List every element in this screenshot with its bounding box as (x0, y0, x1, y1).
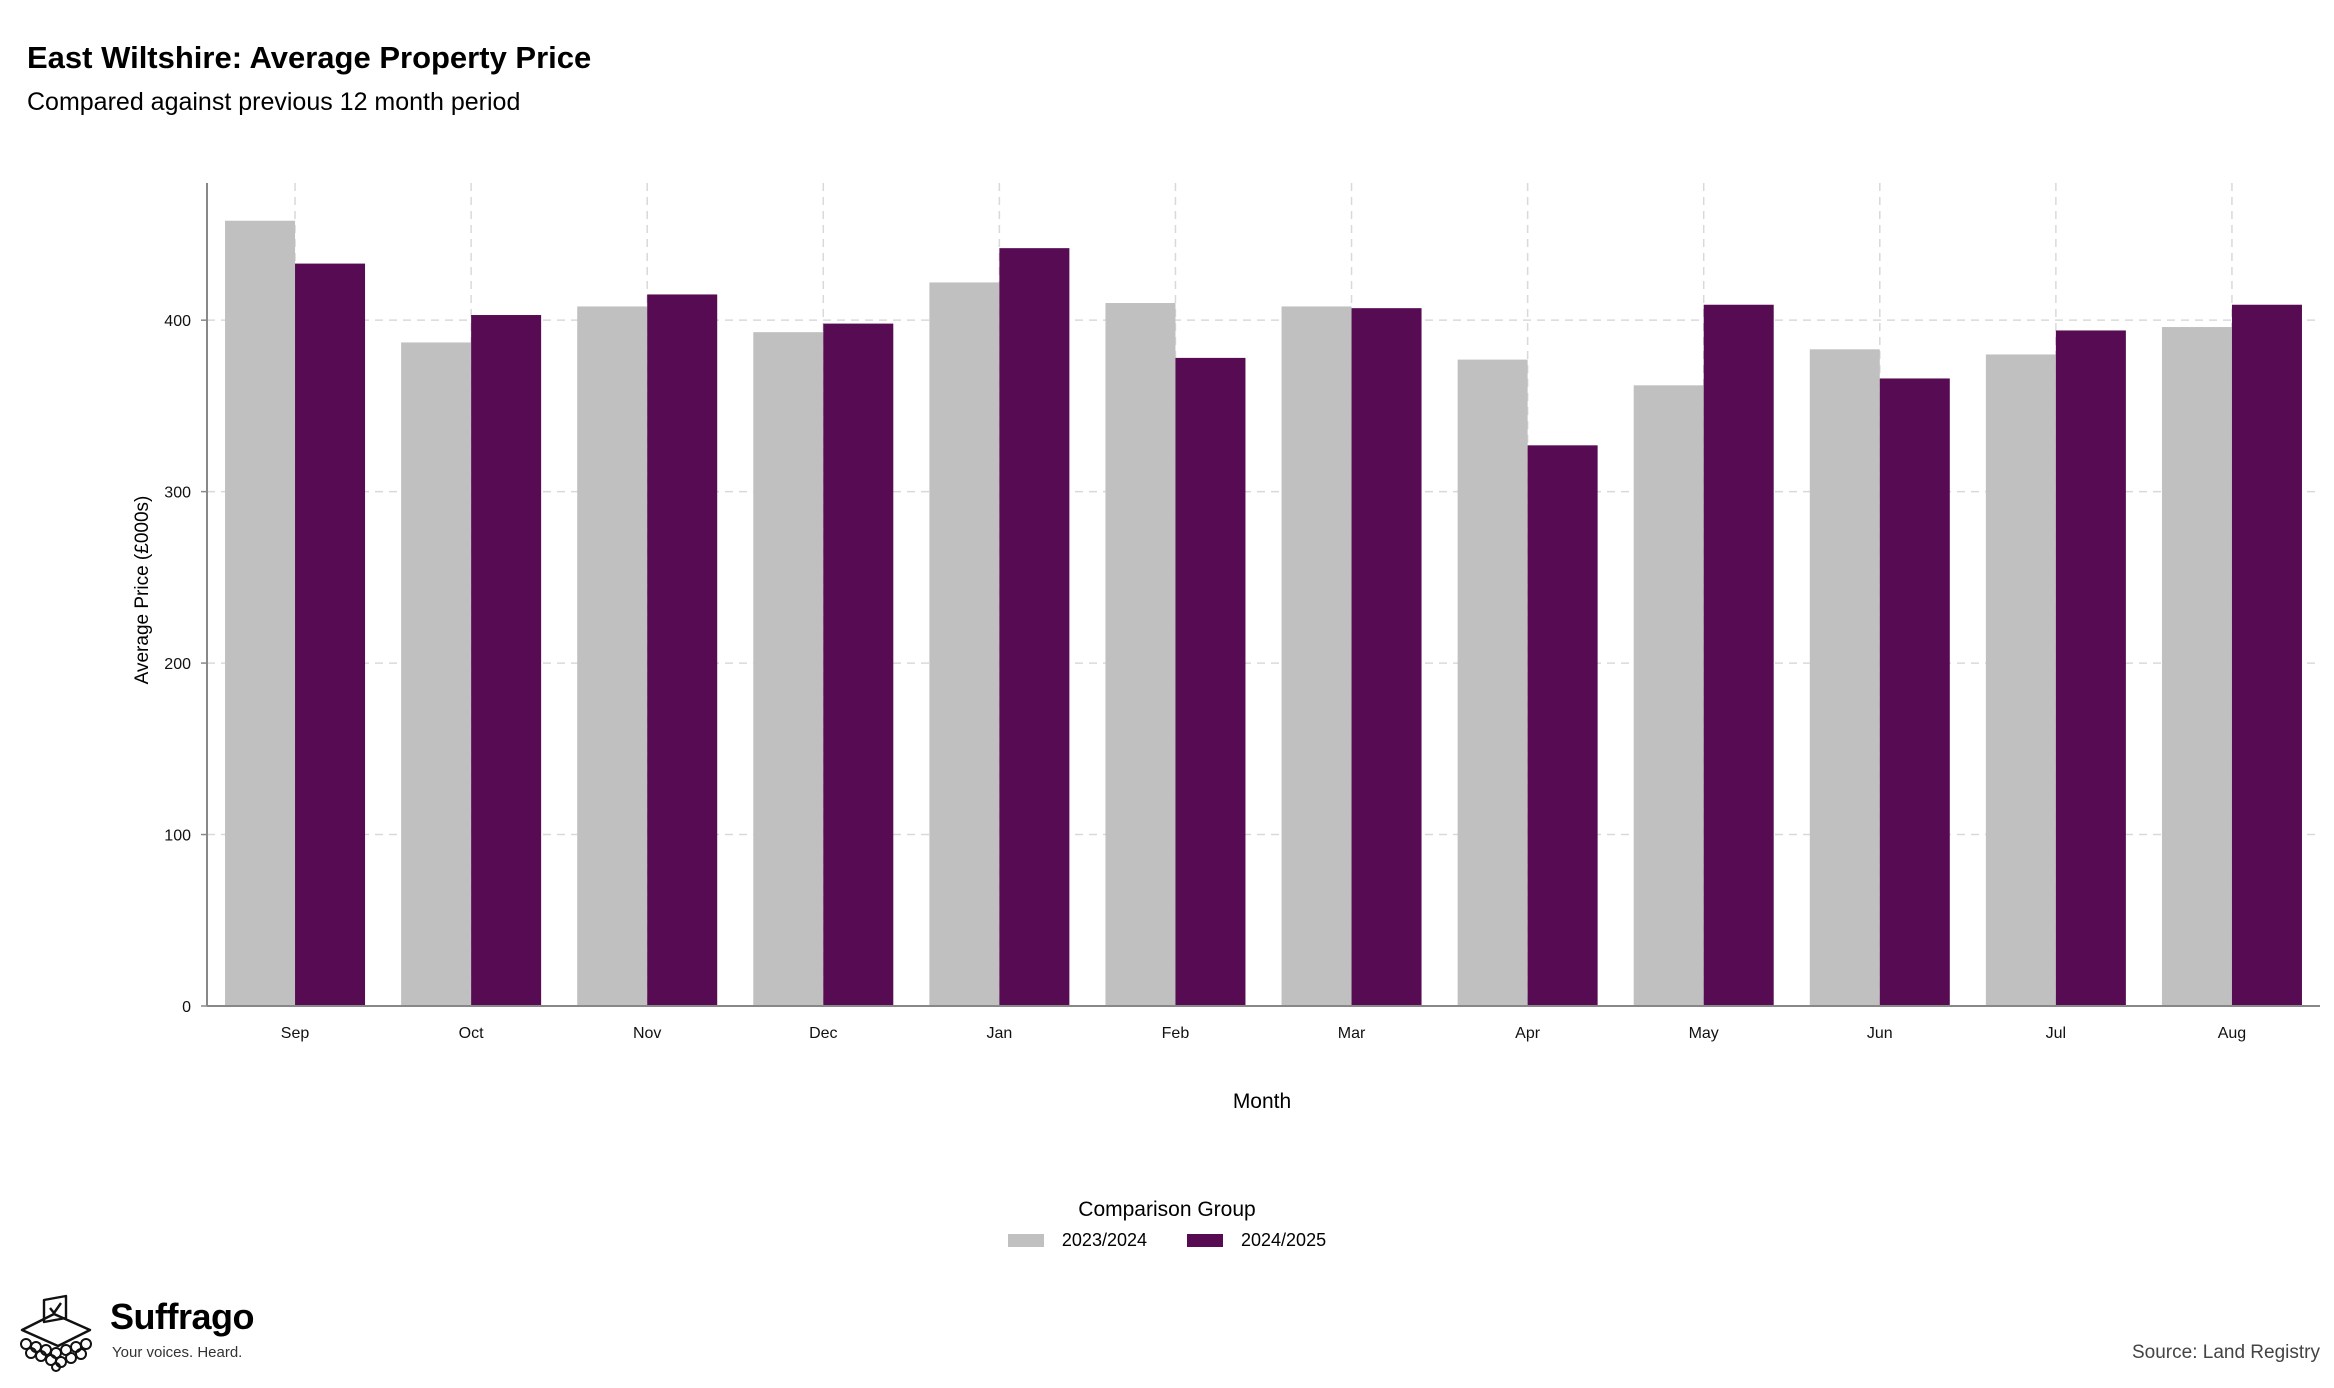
brand-tagline: Your voices. Heard. (112, 1344, 243, 1361)
axes: Sep Oct Nov Dec Jan Feb Mar Apr May Jun Jul Aug 0 100… (164, 183, 2320, 1042)
legend-item-2023-2024: 2023/2024 (1007, 1230, 1147, 1251)
bar-2023-2024-oct (401, 342, 472, 1006)
bar-2023-2024-may (1633, 385, 1704, 1007)
legend-swatch-2023-2024 (1007, 1234, 1044, 1247)
bar-2024-2025-sep (295, 263, 366, 1006)
bar-2023-2024-dec (753, 332, 824, 1006)
brand-name: Suffrago (110, 1296, 255, 1337)
x-tick-label: Aug (2218, 1025, 2246, 1042)
brand-logo: Suffrago Your voices. Heard. (14, 1292, 274, 1372)
chart-subtitle: Compared against previous 12 month perio… (27, 88, 521, 116)
bar-2024-2025-may (1703, 304, 1774, 1006)
legend-item-2024-2025: 2024/2025 (1187, 1230, 1326, 1251)
legend-title: Comparison Group (1078, 1198, 1256, 1221)
legend-items: 2023/2024 2024/2025 (0, 1230, 2334, 1251)
bar-2024-2025-mar (1351, 308, 1422, 1007)
legend: Comparison Group 2023/2024 2024/2025 (0, 1198, 2334, 1251)
legend-swatch-2024-2025 (1187, 1234, 1223, 1247)
x-tick-label: Jan (986, 1025, 1012, 1042)
bar-2024-2025-aug (2231, 304, 2302, 1006)
y-tick-label: 300 (164, 485, 191, 502)
bar-2023-2024-apr (1457, 359, 1528, 1007)
x-tick-label: Oct (459, 1025, 484, 1042)
bar-chart: Sep Oct Nov Dec Jan Feb Mar Apr May Jun Jul Aug 0 100… (132, 183, 2320, 1113)
bar-2024-2025-oct (471, 315, 542, 1006)
x-tick-label: Sep (281, 1025, 310, 1042)
bar-2024-2025-apr (1527, 445, 1598, 1006)
x-tick-label: Feb (1162, 1025, 1190, 1042)
y-tick-label: 400 (164, 313, 191, 330)
x-tick-label: Nov (633, 1025, 661, 1042)
x-tick-label: Mar (1338, 1025, 1366, 1042)
bar-2023-2024-jun (1809, 349, 1880, 1006)
x-tick-label: Dec (809, 1025, 837, 1042)
ballot-box-icon (20, 1294, 92, 1372)
bar-2023-2024-mar (1281, 306, 1352, 1006)
bar-2024-2025-jan (999, 248, 1070, 1006)
x-tick-label: Jun (1867, 1025, 1893, 1042)
bars (225, 220, 2302, 1007)
bar-2023-2024-jan (929, 282, 1000, 1007)
bar-2024-2025-jun (1879, 378, 1950, 1006)
x-tick-label: May (1689, 1025, 1719, 1042)
bar-2023-2024-jul (1985, 354, 2056, 1006)
x-axis-title: Month (1233, 1090, 1291, 1113)
bar-2023-2024-aug (2161, 327, 2232, 1006)
legend-label-2023-2024: 2023/2024 (1061, 1230, 1147, 1250)
chart-title: East Wiltshire: Average Property Price (27, 40, 592, 75)
x-tick-label: Apr (1515, 1025, 1541, 1042)
bar-2024-2025-nov (647, 294, 718, 1007)
bar-2023-2024-feb (1105, 303, 1176, 1006)
bar-2023-2024-sep (225, 220, 296, 1007)
y-tick-label: 0 (182, 999, 191, 1016)
legend-label-2024-2025: 2024/2025 (1241, 1230, 1327, 1250)
x-tick-label: Jul (2046, 1025, 2066, 1042)
bar-2024-2025-jul (2055, 330, 2126, 1006)
bar-2023-2024-nov (577, 306, 648, 1006)
y-tick-label: 200 (164, 656, 191, 673)
bar-2024-2025-dec (823, 323, 894, 1006)
bar-2024-2025-feb (1175, 357, 1246, 1006)
y-axis-title: Average Price (£000s) (132, 496, 153, 685)
source-note: Source: Land Registry (2132, 1342, 2320, 1363)
y-tick-label: 100 (164, 828, 191, 845)
